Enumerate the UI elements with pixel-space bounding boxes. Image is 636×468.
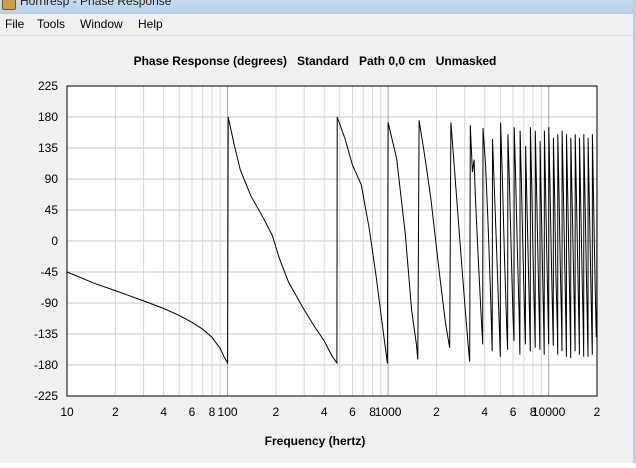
x-tick-label: 4 xyxy=(321,405,328,419)
menu-tools[interactable]: Tools xyxy=(37,17,66,31)
menu-help[interactable]: Help xyxy=(138,17,163,31)
x-tick-label: 6 xyxy=(349,405,356,419)
x-tick-label: 2 xyxy=(273,405,280,419)
y-tick-label: -45 xyxy=(41,265,59,279)
x-tick-label: 4 xyxy=(481,405,488,419)
grid xyxy=(67,86,597,396)
y-tick-label: 45 xyxy=(45,203,59,217)
x-tick-label: 2 xyxy=(112,405,119,419)
series-line-1 xyxy=(66,116,598,365)
window-titlebar: Hornresp - Phase Response xyxy=(0,0,636,14)
phase-response-chart: Phase Response (degrees) Standard Path 0… xyxy=(34,54,601,448)
x-tick-label: 10 xyxy=(60,405,74,419)
x-tick-label: 8 xyxy=(209,405,216,419)
x-tick-label: 8 xyxy=(530,405,537,419)
x-tick-label: 2 xyxy=(433,405,440,419)
y-axis: 225 180 135 90 45 0 -45 -90 -135 -180 -225 xyxy=(34,79,58,403)
menu-file[interactable]: File xyxy=(5,17,25,31)
y-tick-label: 90 xyxy=(45,172,59,186)
series-group xyxy=(66,116,598,365)
y-tick-label: -90 xyxy=(41,296,59,310)
y-tick-label: 135 xyxy=(38,141,58,155)
x-tick-label: 2 xyxy=(594,405,601,419)
window-frame xyxy=(633,0,636,463)
y-tick-label: 225 xyxy=(38,79,58,93)
plot-border xyxy=(66,85,598,397)
x-tick-label: 6 xyxy=(189,405,196,419)
x-tick-label: 10000 xyxy=(532,405,566,419)
y-tick-label: -180 xyxy=(34,358,58,372)
app-icon xyxy=(2,0,16,10)
x-tick-label: 100 xyxy=(218,405,238,419)
window-title: Hornresp - Phase Response xyxy=(20,0,172,8)
x-tick-label: 1000 xyxy=(375,405,402,419)
x-tick-label: 4 xyxy=(160,405,167,419)
y-tick-label: 0 xyxy=(51,234,58,248)
menu-bar: File Tools Window Help xyxy=(0,14,633,36)
y-tick-label: 180 xyxy=(38,110,58,124)
x-axis-label: Frequency (hertz) xyxy=(265,434,366,448)
chart-area: Phase Response (degrees) Standard Path 0… xyxy=(0,36,633,463)
y-tick-label: -135 xyxy=(34,327,58,341)
x-tick-label: 6 xyxy=(510,405,517,419)
y-tick-label: -225 xyxy=(34,389,58,403)
x-tick-label: 8 xyxy=(369,405,376,419)
menu-window[interactable]: Window xyxy=(80,17,123,31)
chart-title: Phase Response (degrees) Standard Path 0… xyxy=(134,54,497,68)
